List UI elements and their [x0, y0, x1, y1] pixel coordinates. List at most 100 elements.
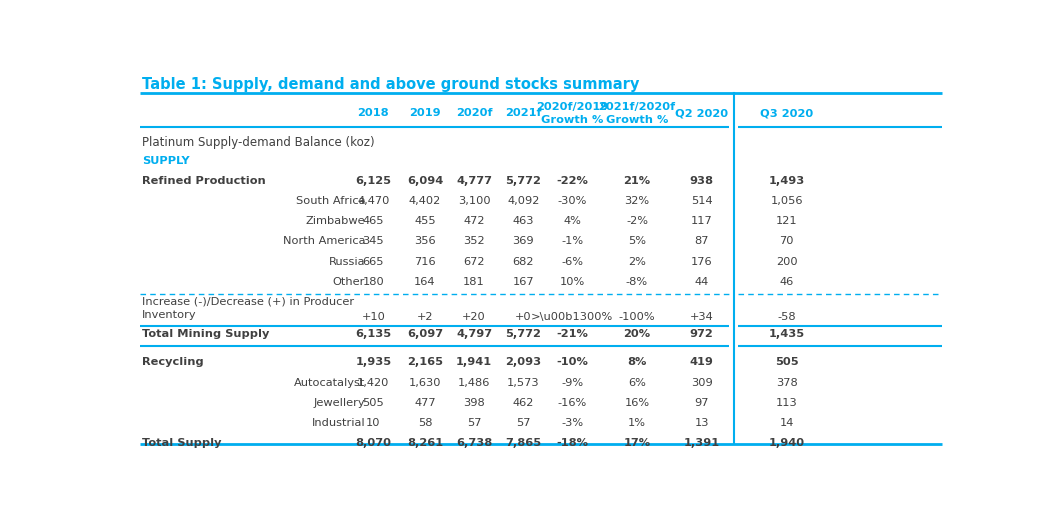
Text: 5%: 5%	[628, 236, 646, 246]
Text: +20: +20	[463, 312, 486, 322]
Text: >\u00b1300%: >\u00b1300%	[531, 312, 614, 322]
Text: 16%: 16%	[624, 398, 649, 408]
Text: South Africa: South Africa	[296, 196, 365, 206]
Text: -10%: -10%	[557, 357, 588, 367]
Text: 4,402: 4,402	[409, 196, 441, 206]
Text: 2021f: 2021f	[505, 108, 542, 118]
Text: 505: 505	[362, 398, 384, 408]
Text: Table 1: Supply, demand and above ground stocks summary: Table 1: Supply, demand and above ground…	[142, 77, 639, 92]
Text: -6%: -6%	[562, 257, 583, 267]
Text: 938: 938	[690, 176, 714, 186]
Text: 4,470: 4,470	[357, 196, 390, 206]
Text: 2018: 2018	[358, 108, 390, 118]
Text: 14: 14	[779, 418, 794, 428]
Text: 309: 309	[691, 378, 713, 388]
Text: 121: 121	[776, 216, 797, 226]
Text: 113: 113	[776, 398, 797, 408]
Text: 57: 57	[467, 418, 482, 428]
Text: Increase (-)/Decrease (+) in Producer
Inventory: Increase (-)/Decrease (+) in Producer In…	[142, 297, 354, 320]
Text: 2020f: 2020f	[456, 108, 492, 118]
Text: 369: 369	[512, 236, 534, 246]
Text: 1,630: 1,630	[409, 378, 441, 388]
Text: 716: 716	[414, 257, 436, 267]
Text: Russia: Russia	[328, 257, 365, 267]
Text: 505: 505	[775, 357, 798, 367]
Text: 1,435: 1,435	[769, 329, 805, 339]
Text: 2021f/2020f
Growth %: 2021f/2020f Growth %	[599, 102, 676, 125]
Text: 472: 472	[464, 216, 485, 226]
Text: +2: +2	[417, 312, 433, 322]
Text: 477: 477	[414, 398, 436, 408]
Text: 46: 46	[779, 277, 794, 287]
Text: 8%: 8%	[627, 357, 646, 367]
Text: 1,486: 1,486	[458, 378, 490, 388]
Text: 1,941: 1,941	[456, 357, 492, 367]
Text: 2,093: 2,093	[505, 357, 542, 367]
Text: 1,573: 1,573	[507, 378, 540, 388]
Text: 352: 352	[464, 236, 485, 246]
Text: 70: 70	[779, 236, 794, 246]
Text: +10: +10	[361, 312, 385, 322]
Text: Total Mining Supply: Total Mining Supply	[142, 329, 269, 339]
Text: 4,092: 4,092	[507, 196, 540, 206]
Text: 4,777: 4,777	[456, 176, 492, 186]
Text: Total Supply: Total Supply	[142, 438, 222, 448]
Text: 1,056: 1,056	[771, 196, 803, 206]
Text: 10: 10	[366, 418, 380, 428]
Text: -8%: -8%	[626, 277, 648, 287]
Text: -2%: -2%	[626, 216, 648, 226]
Text: 7,865: 7,865	[505, 438, 542, 448]
Text: 5,772: 5,772	[505, 176, 541, 186]
Text: 1,935: 1,935	[356, 357, 392, 367]
Text: 2%: 2%	[628, 257, 646, 267]
Text: 3,100: 3,100	[458, 196, 490, 206]
Text: 463: 463	[512, 216, 534, 226]
Text: 44: 44	[695, 277, 709, 287]
Text: Q2 2020: Q2 2020	[675, 108, 729, 118]
Text: Zimbabwe: Zimbabwe	[305, 216, 365, 226]
Text: 1,940: 1,940	[769, 438, 805, 448]
Text: 10%: 10%	[560, 277, 585, 287]
Text: 13: 13	[695, 418, 709, 428]
Text: SUPPLY: SUPPLY	[142, 156, 189, 166]
Text: 1,391: 1,391	[683, 438, 720, 448]
Text: 180: 180	[362, 277, 384, 287]
Text: 167: 167	[512, 277, 534, 287]
Text: 6,125: 6,125	[356, 176, 392, 186]
Text: 181: 181	[464, 277, 485, 287]
Text: 6,097: 6,097	[407, 329, 444, 339]
Text: 58: 58	[418, 418, 432, 428]
Text: Industrial: Industrial	[312, 418, 365, 428]
Text: 455: 455	[414, 216, 436, 226]
Text: +34: +34	[690, 312, 714, 322]
Text: -22%: -22%	[557, 176, 588, 186]
Text: 87: 87	[695, 236, 709, 246]
Text: 6,738: 6,738	[456, 438, 492, 448]
Text: 356: 356	[414, 236, 436, 246]
Text: 8,070: 8,070	[356, 438, 392, 448]
Text: 1,420: 1,420	[357, 378, 390, 388]
Text: -21%: -21%	[557, 329, 588, 339]
Text: 462: 462	[512, 398, 534, 408]
Text: 200: 200	[776, 257, 797, 267]
Text: 1%: 1%	[628, 418, 646, 428]
Text: Refined Production: Refined Production	[142, 176, 265, 186]
Text: -100%: -100%	[619, 312, 656, 322]
Text: Autocatalyst: Autocatalyst	[294, 378, 365, 388]
Text: 5,772: 5,772	[505, 329, 541, 339]
Text: 32%: 32%	[624, 196, 649, 206]
Text: 20%: 20%	[623, 329, 650, 339]
Text: 378: 378	[776, 378, 797, 388]
Text: 6,094: 6,094	[407, 176, 444, 186]
Text: 6,135: 6,135	[356, 329, 392, 339]
Text: 398: 398	[464, 398, 485, 408]
Text: Q3 2020: Q3 2020	[760, 108, 813, 118]
Text: 1,493: 1,493	[769, 176, 805, 186]
Text: 8,261: 8,261	[407, 438, 444, 448]
Text: North America: North America	[283, 236, 365, 246]
Text: 465: 465	[362, 216, 384, 226]
Text: 4%: 4%	[563, 216, 581, 226]
Text: 4,797: 4,797	[456, 329, 492, 339]
Text: -30%: -30%	[558, 196, 587, 206]
Text: 21%: 21%	[623, 176, 650, 186]
